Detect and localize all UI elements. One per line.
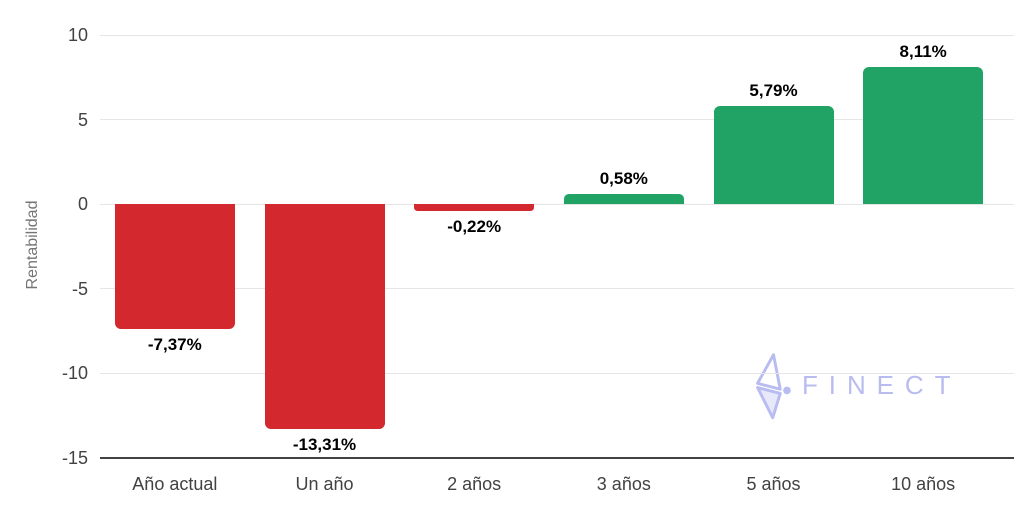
y-tick-label: -10	[61, 363, 88, 384]
x-category-label: 3 años	[596, 474, 651, 494]
x-category-label: 10 años	[891, 474, 956, 494]
bar-value-label: 0,58%	[599, 169, 648, 189]
y-axis-title: Rentabilidad	[24, 200, 41, 290]
bar-1[interactable]	[114, 204, 235, 329]
gridline	[100, 372, 1014, 374]
bar-value-label: -0,22%	[447, 217, 502, 237]
y-tick-label: 5	[77, 109, 88, 130]
y-tick-label: 0	[77, 194, 88, 215]
finect-logo-icon	[756, 353, 791, 420]
gridline	[100, 288, 1014, 290]
gridline	[100, 34, 1014, 36]
x-axis-baseline	[100, 457, 1014, 459]
y-tick-label: -5	[71, 278, 88, 299]
bar-4[interactable]	[563, 194, 684, 205]
finect-wordmark: FINECT	[802, 370, 962, 400]
gridline	[100, 119, 1014, 121]
bar-value-label: -7,37%	[147, 334, 202, 354]
finect-watermark: FINECT	[750, 345, 961, 425]
gridline	[100, 203, 1014, 205]
y-tick-label: -15	[61, 448, 88, 468]
bar-value-label: 5,79%	[749, 81, 798, 101]
x-category-label: 2 años	[447, 474, 502, 494]
bar-5[interactable]	[713, 106, 834, 205]
bar-2[interactable]	[264, 204, 385, 430]
x-category-label: Año actual	[132, 474, 218, 494]
x-category-label: Un año	[295, 474, 354, 494]
bar-3[interactable]	[414, 204, 535, 212]
bar-6[interactable]	[863, 66, 984, 205]
x-category-label: 5 años	[746, 474, 801, 494]
y-tick-label: 10	[67, 25, 88, 45]
bar-value-label: 8,11%	[899, 41, 947, 61]
bar-value-label: -13,31%	[292, 435, 357, 455]
